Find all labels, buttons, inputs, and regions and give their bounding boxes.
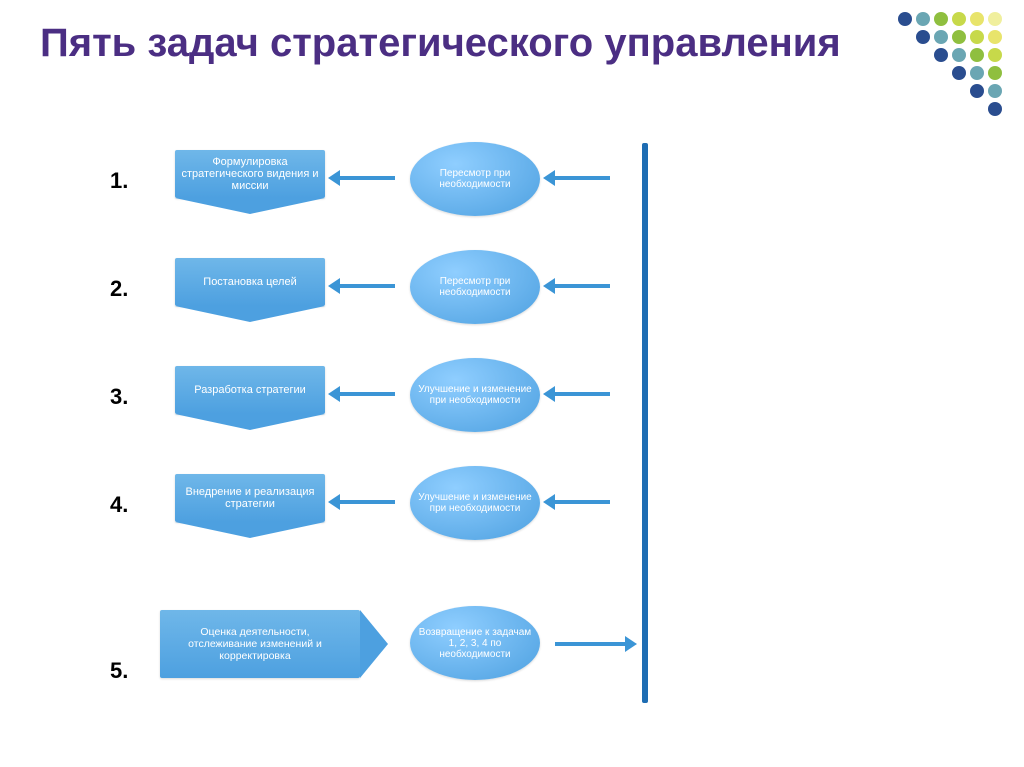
arrow-left-icon xyxy=(555,392,610,396)
arrow-left-icon xyxy=(340,284,395,288)
flow-diagram: 1. Формулировка стратегического видения и… xyxy=(110,148,910,718)
decorative-dot-grid xyxy=(896,10,1004,118)
row-number: 1. xyxy=(110,168,128,194)
task-box: Разработка стратегии xyxy=(175,366,325,414)
task-box: Постановка целей xyxy=(175,258,325,306)
arrow-right-icon xyxy=(555,642,625,646)
arrow-left-icon xyxy=(340,392,395,396)
task-box: Формулировка стратегического видения и м… xyxy=(175,150,325,198)
row-number: 5. xyxy=(110,658,128,684)
page-title: Пять задач стратегического управления xyxy=(40,20,841,66)
feedback-oval: Улучшение и изменение при необходимости xyxy=(410,466,540,540)
feedback-oval: Пересмотр при необходимости xyxy=(410,250,540,324)
return-oval: Возвращение к задачам 1, 2, 3, 4 по необ… xyxy=(410,606,540,680)
row-number: 4. xyxy=(110,492,128,518)
feedback-bar xyxy=(642,143,648,703)
arrow-left-icon xyxy=(555,284,610,288)
feedback-oval: Улучшение и изменение при необходимости xyxy=(410,358,540,432)
evaluation-arrow: Оценка деятельности, отслеживание измене… xyxy=(160,610,360,678)
row-number: 2. xyxy=(110,276,128,302)
task-box: Внедрение и реализация стратегии xyxy=(175,474,325,522)
arrow-left-icon xyxy=(555,500,610,504)
row-number: 3. xyxy=(110,384,128,410)
arrow-left-icon xyxy=(340,500,395,504)
arrow-left-icon xyxy=(555,176,610,180)
feedback-oval: Пересмотр при необходимости xyxy=(410,142,540,216)
arrow-left-icon xyxy=(340,176,395,180)
